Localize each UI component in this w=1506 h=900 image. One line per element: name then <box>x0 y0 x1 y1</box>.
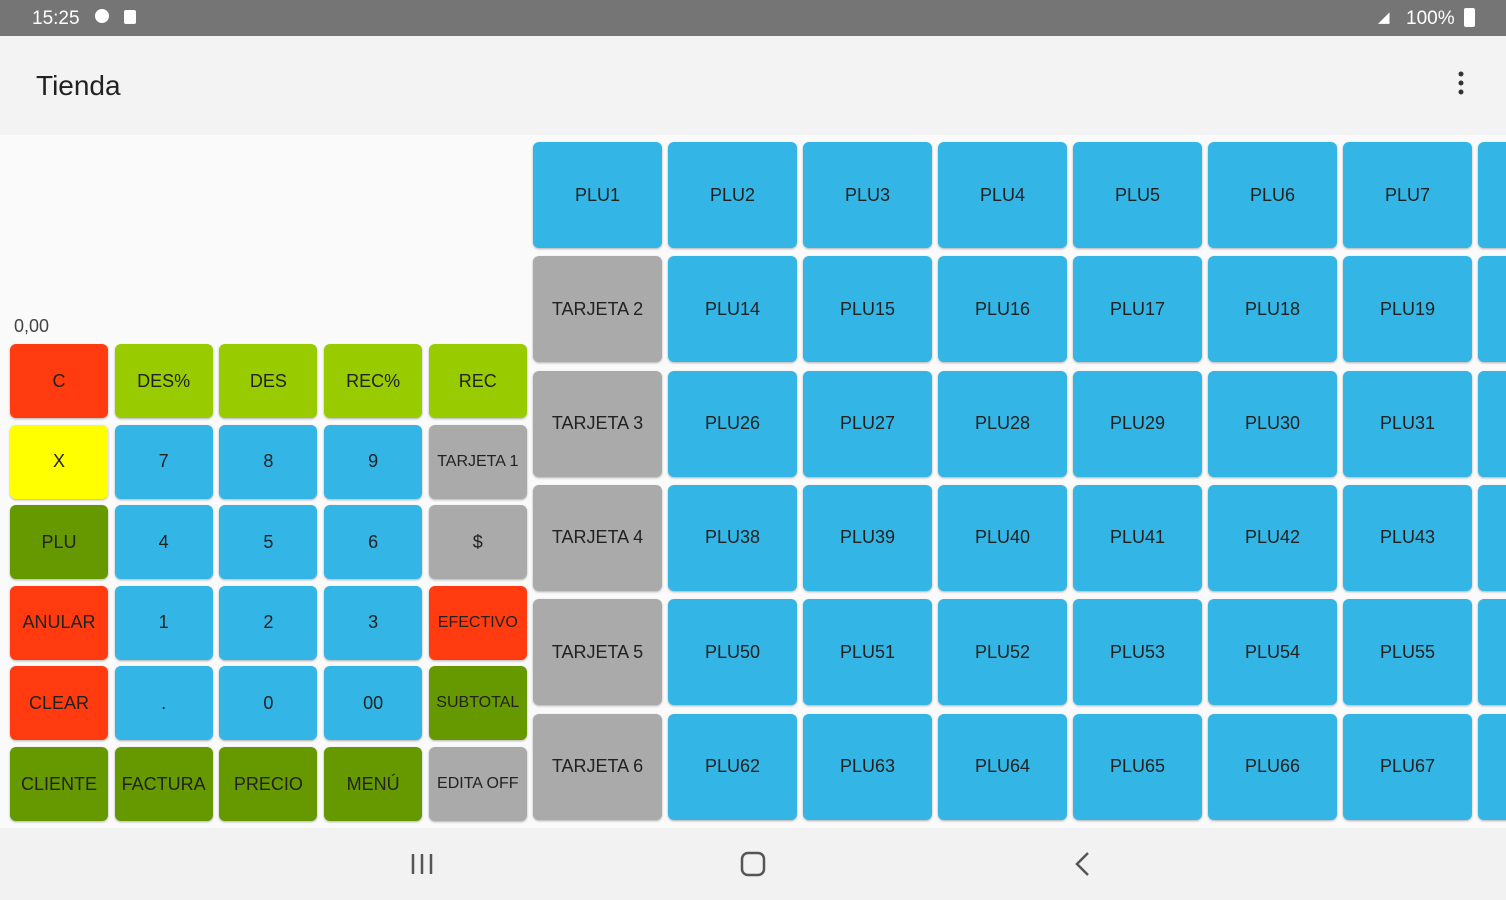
plu-button[interactable]: PLU16 <box>938 256 1067 363</box>
plu-button[interactable]: PLU17 <box>1073 256 1202 363</box>
plu-button-clipped[interactable] <box>1478 142 1506 248</box>
notification-icon <box>124 10 136 24</box>
plu-button[interactable]: PLU63 <box>803 713 932 820</box>
plu-button[interactable]: PLU6 <box>1208 142 1337 248</box>
keypad-button[interactable]: X <box>10 424 108 499</box>
keypad-button[interactable]: SUBTOTAL <box>428 666 527 741</box>
plu-button[interactable]: PLU27 <box>803 370 932 477</box>
plu-button[interactable]: PLU2 <box>668 142 797 248</box>
plu-button[interactable]: PLU54 <box>1208 599 1337 706</box>
keypad-button[interactable]: 1 <box>114 585 213 660</box>
plu-button[interactable]: PLU31 <box>1343 370 1472 477</box>
keypad-button[interactable]: 9 <box>324 424 423 499</box>
plu-button[interactable]: PLU15 <box>803 256 932 363</box>
plu-button[interactable]: PLU66 <box>1208 713 1337 820</box>
battery-icon <box>1464 8 1475 27</box>
plu-button[interactable]: PLU42 <box>1208 484 1337 591</box>
app-title: Tienda <box>36 70 121 101</box>
keypad-button[interactable]: PLU <box>10 505 108 580</box>
plu-button[interactable]: TARJETA 5 <box>533 599 662 706</box>
plu-button[interactable]: PLU62 <box>668 713 797 820</box>
plu-button[interactable]: PLU64 <box>938 713 1067 820</box>
plu-button-clipped[interactable] <box>1478 256 1506 363</box>
keypad-button[interactable]: DES <box>219 344 318 418</box>
plu-button[interactable]: PLU29 <box>1073 370 1202 477</box>
keypad-button[interactable]: DES% <box>114 344 213 418</box>
plu-button[interactable]: TARJETA 4 <box>533 484 662 591</box>
plu-button[interactable]: PLU5 <box>1073 142 1202 248</box>
clock: 15:25 <box>32 8 80 29</box>
plu-button[interactable]: PLU19 <box>1343 256 1472 363</box>
keypad-button[interactable]: CLEAR <box>10 666 108 741</box>
keypad-button[interactable]: EFECTIVO <box>428 585 527 660</box>
plu-button[interactable]: PLU50 <box>668 599 797 706</box>
total-display: 0,00 <box>14 316 50 336</box>
plu-button-clipped[interactable] <box>1478 713 1506 820</box>
plu-button[interactable]: PLU26 <box>668 370 797 477</box>
plu-button[interactable]: PLU67 <box>1343 713 1472 820</box>
wifi-icon: ◢ <box>1378 9 1390 26</box>
keypad-button[interactable]: REC% <box>324 344 423 418</box>
plu-button-clipped[interactable] <box>1478 484 1506 591</box>
plu-button[interactable]: PLU53 <box>1073 599 1202 706</box>
plu-button[interactable]: PLU1 <box>533 142 662 248</box>
keypad-button[interactable]: MENÚ <box>324 747 423 821</box>
keypad-button[interactable]: 6 <box>324 505 423 580</box>
plu-button[interactable]: PLU39 <box>803 484 932 591</box>
keypad-button[interactable]: EDITA OFF <box>428 747 527 821</box>
nav-bar <box>0 828 1506 900</box>
plu-button[interactable]: PLU3 <box>803 142 932 248</box>
plu-button-clipped[interactable] <box>1478 599 1506 706</box>
plu-button[interactable]: PLU40 <box>938 484 1067 591</box>
plu-button[interactable]: PLU4 <box>938 142 1067 248</box>
keypad-button[interactable]: 0 <box>219 666 318 741</box>
plu-button[interactable]: PLU18 <box>1208 256 1337 363</box>
plu-button[interactable]: PLU30 <box>1208 370 1337 477</box>
keypad-button[interactable]: PRECIO <box>219 747 318 821</box>
settings-icon <box>95 9 109 23</box>
keypad-button[interactable]: ANULAR <box>10 585 108 660</box>
plu-button[interactable]: PLU28 <box>938 370 1067 477</box>
plu-button[interactable]: TARJETA 3 <box>533 370 662 477</box>
status-bar: 15:25 ◢ 100% <box>0 0 1506 36</box>
keypad-button[interactable]: CLIENTE <box>10 747 108 821</box>
plu-button[interactable]: TARJETA 6 <box>533 713 662 820</box>
plu-button[interactable]: TARJETA 2 <box>533 256 662 363</box>
app-bar: Tienda <box>0 36 1506 135</box>
keypad-button[interactable]: . <box>114 666 213 741</box>
plu-button[interactable]: PLU41 <box>1073 484 1202 591</box>
plu-button[interactable]: PLU65 <box>1073 713 1202 820</box>
keypad-button[interactable]: FACTURA <box>114 747 213 821</box>
keypad-button[interactable]: REC <box>428 344 527 418</box>
keypad-button[interactable]: 3 <box>324 585 423 660</box>
plu-button[interactable]: PLU7 <box>1343 142 1472 248</box>
keypad-button[interactable]: 00 <box>324 666 423 741</box>
plu-button[interactable]: PLU52 <box>938 599 1067 706</box>
keypad-button[interactable]: C <box>10 344 108 418</box>
plu-button[interactable]: PLU14 <box>668 256 797 363</box>
keypad-button[interactable]: 8 <box>219 424 318 499</box>
keypad-button[interactable]: 5 <box>219 505 318 580</box>
overflow-menu[interactable] <box>1452 70 1470 100</box>
plu-button[interactable]: PLU43 <box>1343 484 1472 591</box>
plu-button[interactable]: PLU38 <box>668 484 797 591</box>
keypad-button[interactable]: 7 <box>114 424 213 499</box>
keypad-button[interactable]: TARJETA 1 <box>428 424 527 499</box>
plu-button[interactable]: PLU51 <box>803 599 932 706</box>
keypad-button[interactable]: $ <box>428 505 527 580</box>
battery-level: 100% <box>1406 8 1455 29</box>
nav-icons[interactable] <box>400 848 1106 880</box>
plu-button[interactable]: PLU55 <box>1343 599 1472 706</box>
keypad-button[interactable]: 2 <box>219 585 318 660</box>
keypad-button[interactable]: 4 <box>114 505 213 580</box>
plu-button-clipped[interactable] <box>1478 370 1506 477</box>
